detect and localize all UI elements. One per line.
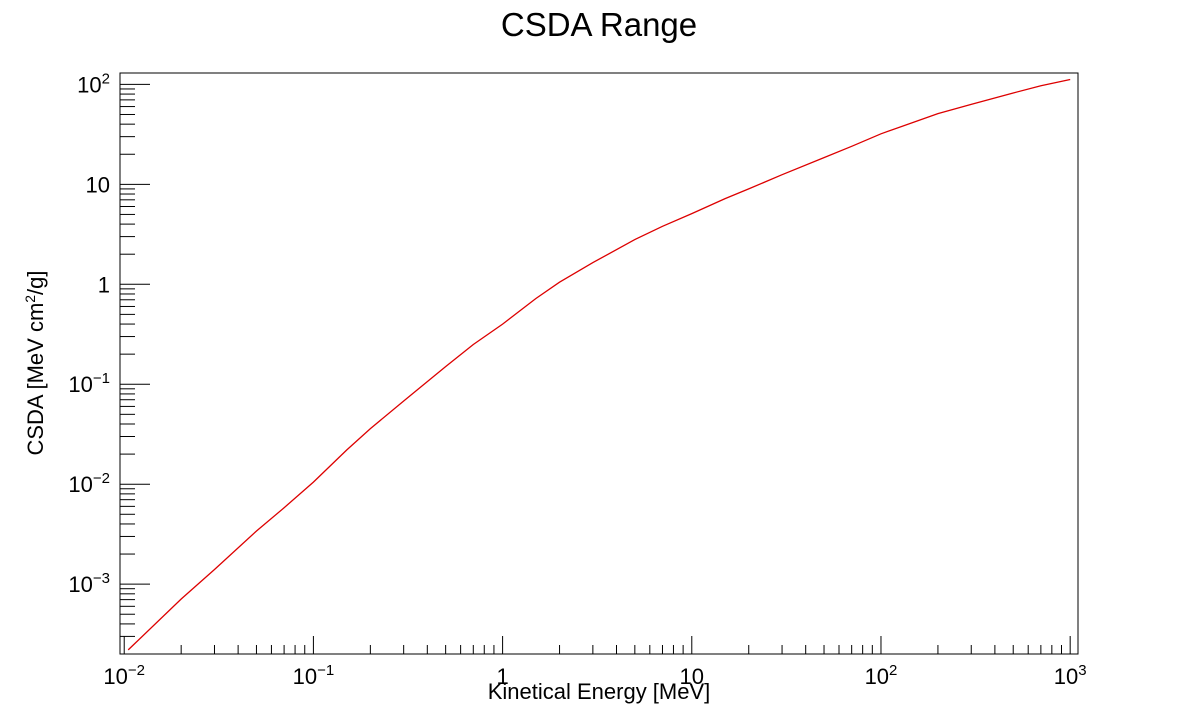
x-tick-label-base: 10 (1054, 664, 1078, 689)
y-tick-label-base: 10 (68, 572, 92, 597)
y-axis-title: CSDA [MeV cm2/g] (22, 270, 48, 455)
y-tick-label-base: 10 (77, 72, 101, 97)
x-tick-label: 103 (1054, 662, 1087, 689)
y-tick-label-exponent: −3 (93, 570, 110, 587)
axis-ticks (120, 83, 1071, 655)
x-tick-label: 10 (680, 664, 704, 689)
y-tick-label-exponent: −2 (93, 470, 110, 487)
y-axis-title-prefix: CSDA [MeV cm (23, 303, 48, 456)
x-tick-label: 1 (496, 664, 508, 689)
y-tick-label-exponent: 2 (102, 70, 110, 87)
x-tick-label: 10−2 (103, 662, 145, 689)
y-tick-label: 10−1 (68, 370, 110, 397)
x-tick-label-base: 1 (496, 664, 508, 689)
y-tick-label-base: 10 (86, 172, 110, 197)
x-tick-label-exponent: 3 (1078, 662, 1086, 679)
x-tick-label: 102 (865, 662, 898, 689)
y-tick-label: 102 (77, 70, 110, 97)
x-tick-label-exponent: −1 (317, 662, 334, 679)
y-axis-title-sup: 2 (22, 295, 38, 303)
y-tick-label: 10−2 (68, 470, 110, 497)
chart-title: CSDA Range (501, 6, 697, 43)
plot-frame (119, 72, 1079, 655)
x-tick-label-base: 10 (103, 664, 127, 689)
x-tick-label-exponent: 2 (889, 662, 897, 679)
y-tick-label-exponent: −1 (93, 370, 110, 387)
y-tick-label-base: 1 (98, 272, 110, 297)
y-tick-label: 10−3 (68, 570, 110, 597)
y-tick-label: 10 (86, 172, 110, 197)
y-tick-label-base: 10 (68, 472, 92, 497)
x-tick-label-base: 10 (865, 664, 889, 689)
y-axis-title-suffix: /g] (23, 270, 48, 294)
x-tick-label: 10−1 (293, 662, 335, 689)
x-tick-label-base: 10 (680, 664, 704, 689)
x-tick-label-base: 10 (293, 664, 317, 689)
y-tick-label-base: 10 (68, 372, 92, 397)
x-axis-title: Kinetical Energy [MeV] (488, 679, 711, 704)
series-line (127, 78, 1071, 651)
x-tick-label-exponent: −2 (128, 662, 145, 679)
y-tick-label: 1 (98, 272, 110, 297)
